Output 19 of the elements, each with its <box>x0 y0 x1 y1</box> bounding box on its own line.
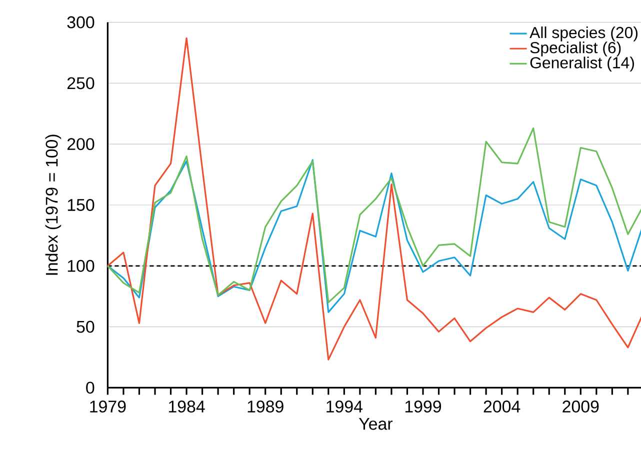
y-tick-label: 150 <box>68 199 94 211</box>
legend-label: Specialist (6) <box>530 42 621 56</box>
x-tick-label: 2009 <box>562 400 599 413</box>
y-tick-label: 200 <box>67 138 94 150</box>
y-axis-title: Index (1979 = 100) <box>45 134 62 275</box>
x-axis-title: Year <box>358 418 393 430</box>
y-tick-label: 250 <box>67 77 94 90</box>
x-tick-label: 1999 <box>405 400 442 413</box>
x-tick-label: 1994 <box>326 400 363 413</box>
legend-label: Generalist (14) <box>530 56 634 72</box>
legend-label: All species (20) <box>530 26 638 42</box>
y-tick-label: 0 <box>86 382 94 394</box>
x-tick-label: 1984 <box>168 400 205 413</box>
x-tick-label: 2004 <box>484 400 520 413</box>
y-tick-label: 50 <box>76 320 94 333</box>
x-tick-label: 1979 <box>90 400 126 413</box>
y-tick-label: 100 <box>68 260 94 272</box>
y-tick-label: 300 <box>67 16 94 28</box>
x-tick-label: 1989 <box>248 400 284 413</box>
